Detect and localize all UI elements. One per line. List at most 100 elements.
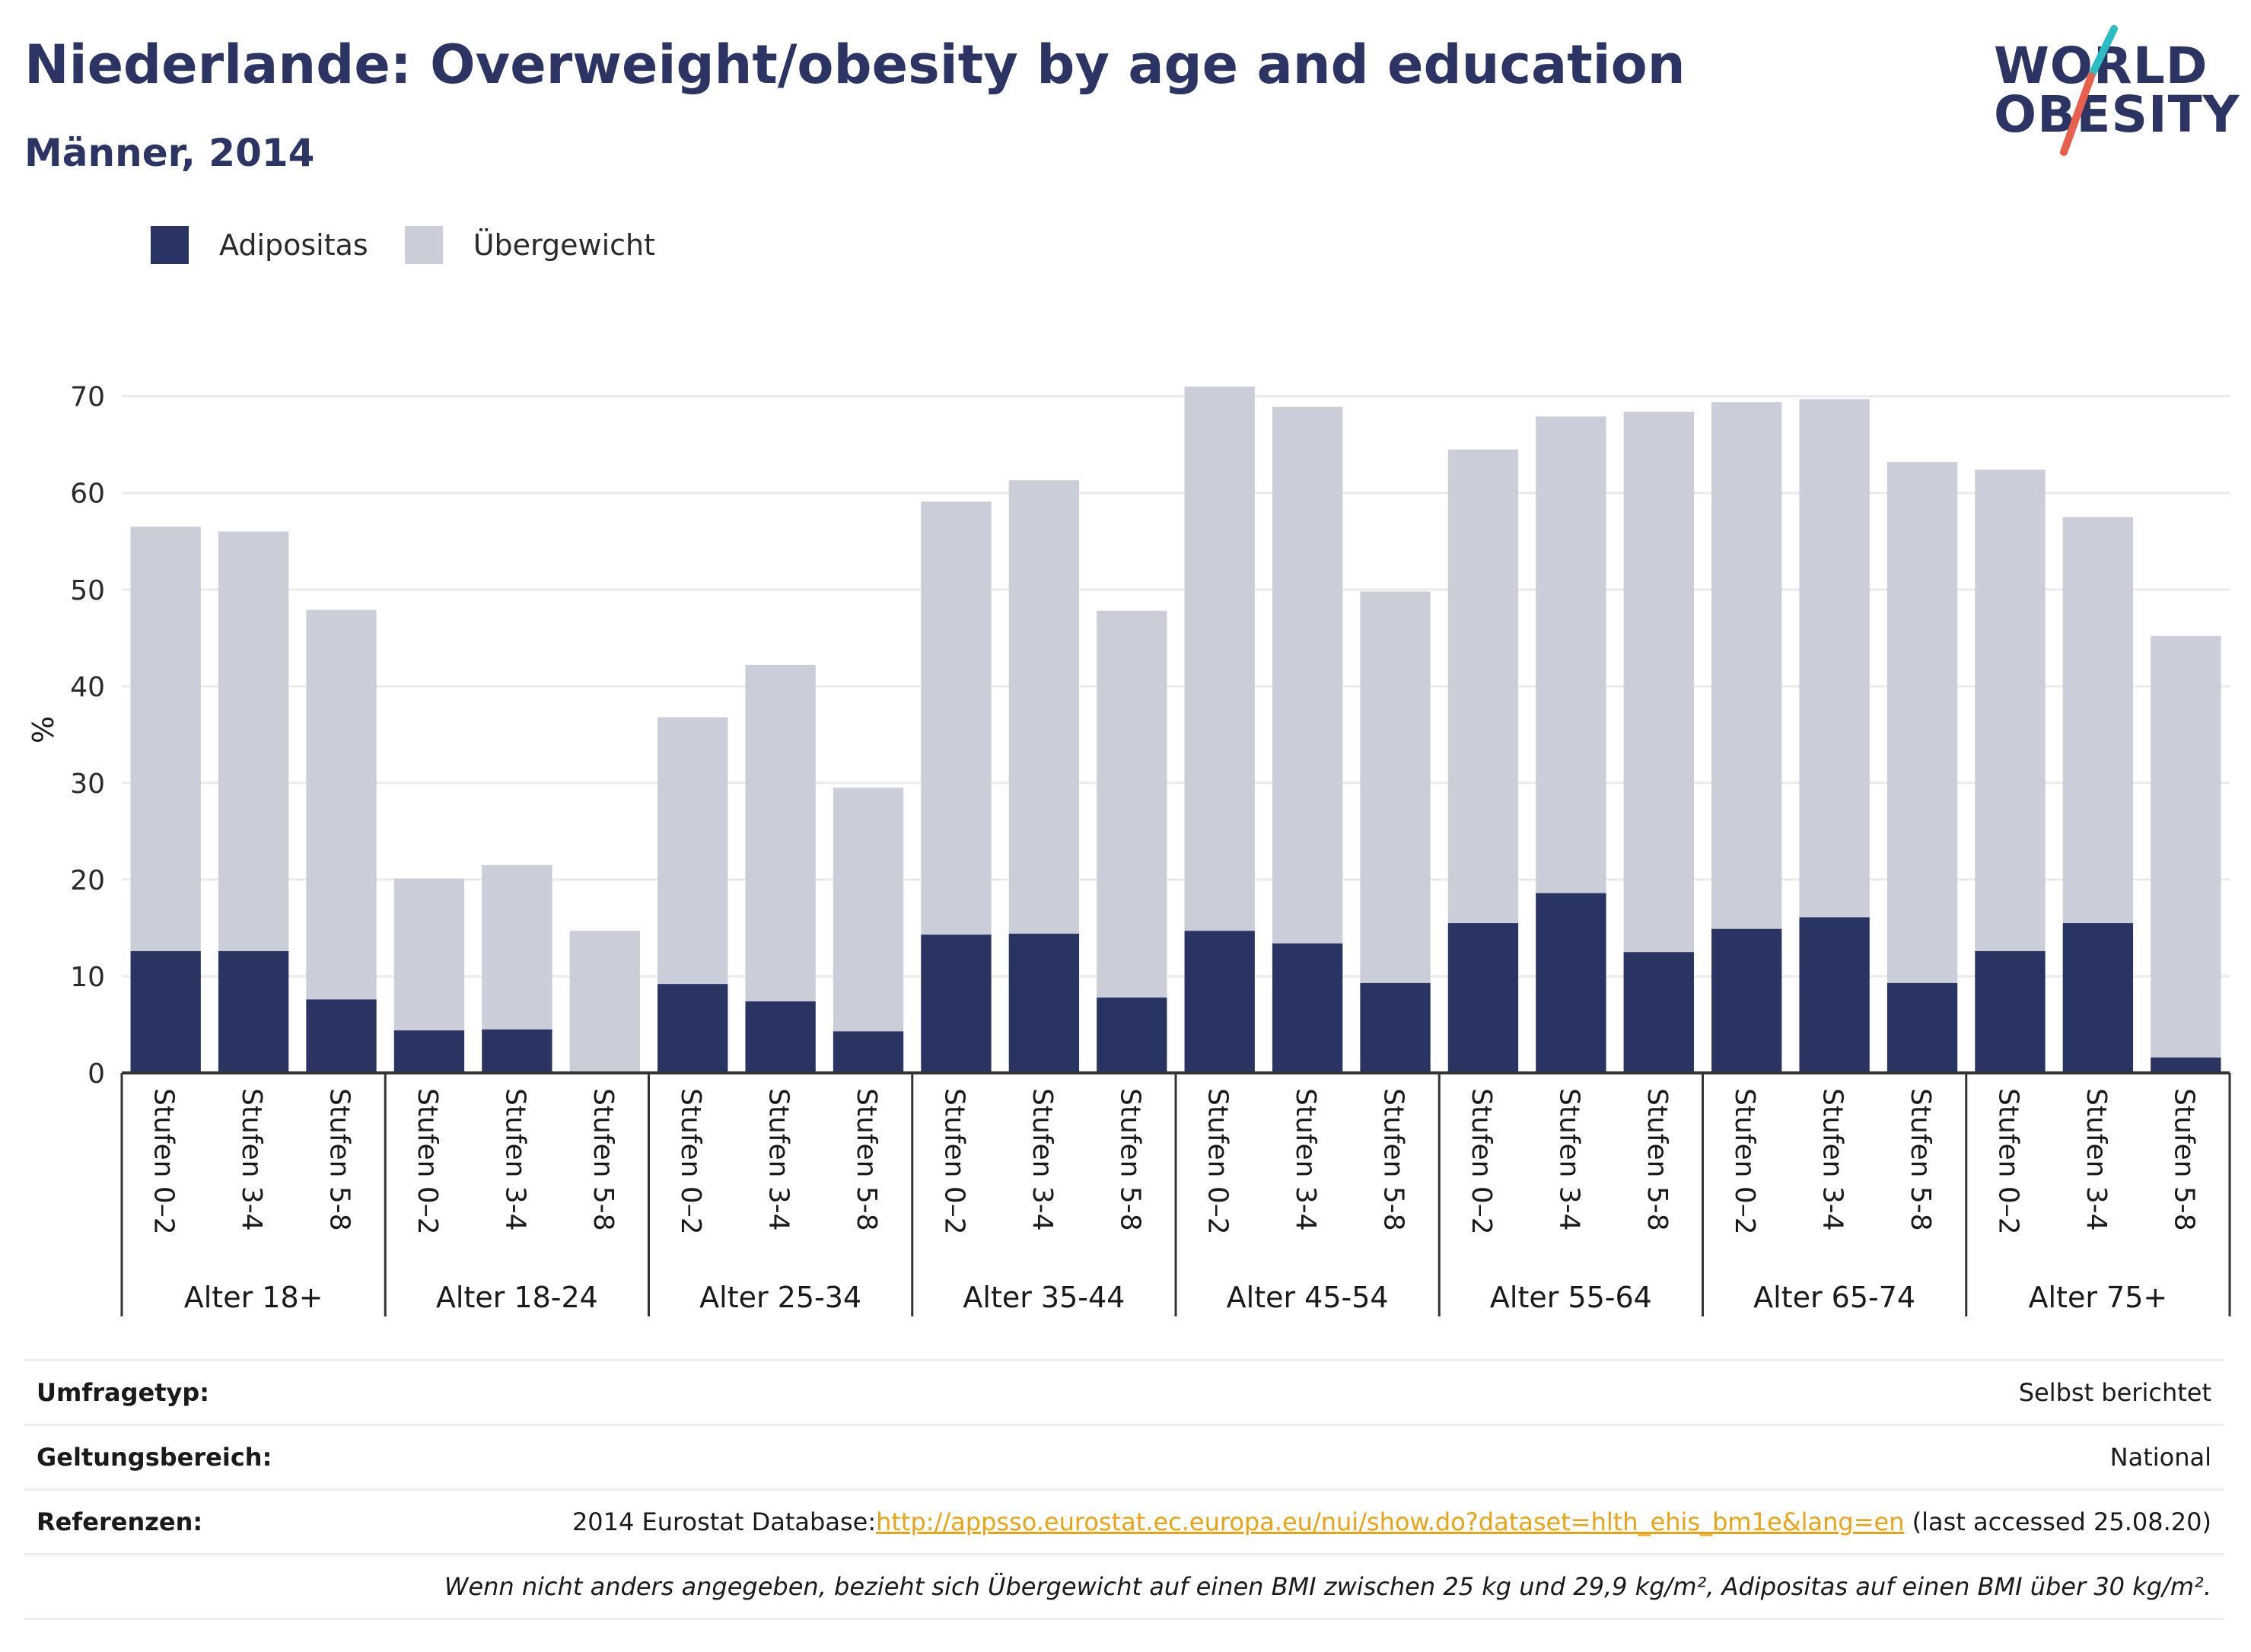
bar-obesity — [218, 950, 289, 1073]
bar-obesity — [393, 1030, 465, 1073]
bar-obesity — [1536, 893, 1606, 1073]
y-tick-label: 10 — [70, 962, 105, 993]
bar-overweight — [218, 531, 289, 951]
legend-swatch-obesity — [151, 226, 189, 264]
scope-label: Geltungsbereich: — [37, 1443, 272, 1472]
x-subcategory-label: Stufen 0–2 — [1992, 1088, 2023, 1235]
bar-overweight — [1711, 402, 1782, 929]
x-group-label: Alter 35-44 — [963, 1281, 1125, 1314]
info-row-references: Referenzen: 2014 Eurostat Database:http:… — [24, 1488, 2224, 1553]
x-subcategory-label: Stufen 5-8 — [1641, 1088, 1673, 1231]
bar-obesity — [1623, 952, 1694, 1073]
bar-overweight — [833, 788, 904, 1032]
x-subcategory-label: Stufen 5-8 — [1378, 1088, 1409, 1231]
x-subcategory-label: Stufen 3-4 — [1290, 1088, 1321, 1231]
info-table: Umfragetyp: Selbst berichtet Geltungsber… — [24, 1359, 2224, 1620]
legend-item-overweight[interactable]: Übergewicht — [404, 226, 655, 264]
x-subcategory-label: Stufen 3-4 — [236, 1088, 267, 1231]
survey-type-label: Umfragetyp: — [37, 1378, 210, 1407]
bar-obesity — [306, 999, 377, 1073]
x-subcategory-label: Stufen 5-8 — [851, 1088, 882, 1231]
bar-overweight — [1097, 610, 1167, 998]
x-group-label: Alter 25-34 — [699, 1281, 861, 1314]
bar-overweight — [1536, 416, 1606, 893]
references-value: 2014 Eurostat Database:http://appsso.eur… — [572, 1507, 2211, 1536]
x-subcategory-label: Stufen 5-8 — [1114, 1088, 1145, 1231]
bar-obesity — [1799, 917, 1870, 1073]
info-row-scope: Geltungsbereich: National — [24, 1424, 2224, 1488]
x-subcategory-label: Stufen 3-4 — [1817, 1088, 1848, 1231]
references-suffix: (last accessed 25.08.20) — [1904, 1507, 2211, 1536]
bar-obesity — [745, 1001, 816, 1073]
x-group-label: Alter 65-74 — [1753, 1281, 1915, 1314]
x-subcategory-label: Stufen 0–2 — [675, 1088, 706, 1235]
bar-obesity — [921, 934, 992, 1073]
bar-obesity — [1447, 923, 1519, 1073]
y-tick-label: 30 — [70, 769, 105, 800]
references-prefix: 2014 Eurostat Database: — [572, 1507, 877, 1536]
bar-overweight — [1975, 469, 2046, 951]
bar-overweight — [2062, 517, 2134, 924]
bar-overweight — [1184, 387, 1255, 931]
info-row-survey-type: Umfragetyp: Selbst berichtet — [24, 1359, 2224, 1424]
bar-obesity — [1184, 931, 1255, 1073]
chart-subtitle: Männer, 2014 — [24, 131, 315, 175]
legend-item-obesity[interactable]: Adipositas — [151, 226, 368, 264]
bar-overweight — [921, 501, 992, 935]
legend-label-overweight: Übergewicht — [473, 228, 655, 262]
x-subcategory-label: Stufen 3-4 — [763, 1088, 794, 1231]
scope-value: National — [2109, 1443, 2211, 1472]
bar-overweight — [306, 610, 377, 1000]
definition-note: Wenn nicht anders angegeben, bezieht sic… — [444, 1572, 2211, 1601]
bar-obesity — [1008, 934, 1080, 1073]
x-subcategory-label: Stufen 0–2 — [938, 1088, 969, 1235]
references-label: Referenzen: — [37, 1507, 203, 1536]
bar-obesity — [482, 1029, 552, 1073]
y-tick-label: 70 — [70, 382, 105, 413]
y-tick-label: 60 — [70, 479, 105, 510]
logo-line-2: OBESITY — [1994, 85, 2240, 144]
bar-overweight — [130, 527, 201, 951]
bar-obesity — [657, 984, 728, 1073]
legend-swatch-overweight — [404, 226, 443, 264]
bar-obesity — [1975, 950, 2046, 1073]
bar-overweight — [569, 931, 640, 1073]
y-tick-label: 50 — [70, 575, 105, 606]
bar-obesity — [1360, 982, 1431, 1073]
x-subcategory-label: Stufen 3-4 — [2081, 1088, 2112, 1231]
x-subcategory-label: Stufen 5-8 — [324, 1088, 355, 1231]
bar-obesity — [2062, 923, 2134, 1073]
bar-overweight — [745, 664, 816, 1001]
survey-type-value: Selbst berichtet — [2018, 1378, 2211, 1407]
x-subcategory-label: Stufen 5-8 — [2168, 1088, 2199, 1231]
references-link[interactable]: http://appsso.eurostat.ec.europa.eu/nui/… — [876, 1507, 1905, 1536]
bar-overweight — [1886, 462, 1958, 983]
x-group-label: Alter 75+ — [2029, 1281, 2168, 1314]
x-group-label: Alter 18+ — [184, 1281, 323, 1314]
bar-obesity — [833, 1031, 904, 1073]
bar-obesity — [1711, 928, 1782, 1073]
world-obesity-logo: WORLD OBESITY — [1979, 23, 2239, 160]
bar-chart: 0 10 20 30 40 50 60 70% Stufen 0–2 Stufen 3-4 Stuf… — [27, 382, 2231, 1316]
bar-obesity — [1272, 943, 1343, 1073]
y-axis-label: % — [27, 716, 60, 743]
x-subcategory-label: Stufen 0–2 — [412, 1088, 443, 1235]
x-subcategory-label: Stufen 0–2 — [1729, 1088, 1760, 1235]
x-subcategory-label: Stufen 0–2 — [1466, 1088, 1497, 1235]
bar-overweight — [482, 864, 552, 1030]
x-group-label: Alter 55-64 — [1490, 1281, 1652, 1314]
x-subcategory-label: Stufen 3-4 — [499, 1088, 530, 1231]
chart-title: Niederlande: Overweight/obesity by age a… — [24, 33, 1686, 96]
x-subcategory-label: Stufen 0–2 — [148, 1088, 180, 1235]
bar-obesity — [1886, 982, 1958, 1073]
bar-overweight — [657, 717, 728, 985]
bar-overweight — [1799, 399, 1870, 918]
x-subcategory-label: Stufen 5-8 — [1905, 1088, 1936, 1231]
legend-label-obesity: Adipositas — [219, 228, 368, 262]
x-subcategory-label: Stufen 5-8 — [587, 1088, 619, 1231]
bar-obesity — [130, 950, 201, 1073]
x-subcategory-label: Stufen 3-4 — [1553, 1088, 1584, 1231]
bar-overweight — [2151, 635, 2221, 1058]
bar-overweight — [393, 878, 465, 1031]
bar-obesity — [2151, 1057, 2221, 1073]
